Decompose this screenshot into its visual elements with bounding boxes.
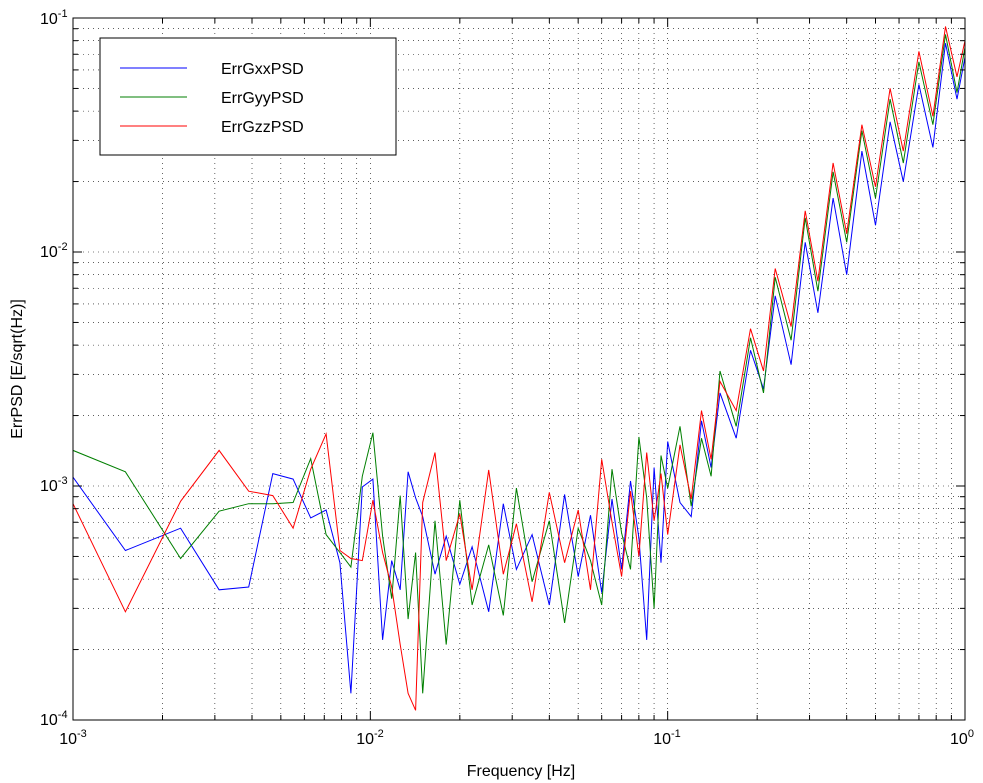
x-axis-label: Frequency [Hz] [467, 763, 575, 780]
x-tick-label: 100 [950, 728, 974, 748]
plot-frame [72, 17, 966, 721]
legend-label-gzz: ErrGzzPSD [221, 119, 304, 136]
legend: ErrGxxPSD ErrGyyPSD ErrGzzPSD [99, 37, 397, 156]
tick-marks [72, 17, 966, 721]
legend-label-gyy: ErrGyyPSD [221, 90, 304, 107]
x-tick-label: 10-3 [59, 728, 87, 748]
series-line-ErrGzzPSD [73, 26, 965, 711]
x-tick-label: 10-1 [653, 728, 681, 748]
y-axis-label: ErrPSD [E/sqrt(Hz)] [9, 299, 26, 439]
y-tick-label: 10-3 [40, 475, 68, 495]
legend-label-gxx: ErrGxxPSD [221, 61, 304, 78]
series-lines [73, 26, 965, 711]
y-tick-label: 10-4 [40, 709, 68, 729]
series-line-ErrGyyPSD [73, 34, 965, 694]
y-tick-label: 10-1 [40, 8, 68, 28]
y-tick-label: 10-2 [40, 241, 68, 261]
x-tick-label: 10-2 [356, 728, 384, 748]
series-line-ErrGxxPSD [73, 43, 965, 694]
